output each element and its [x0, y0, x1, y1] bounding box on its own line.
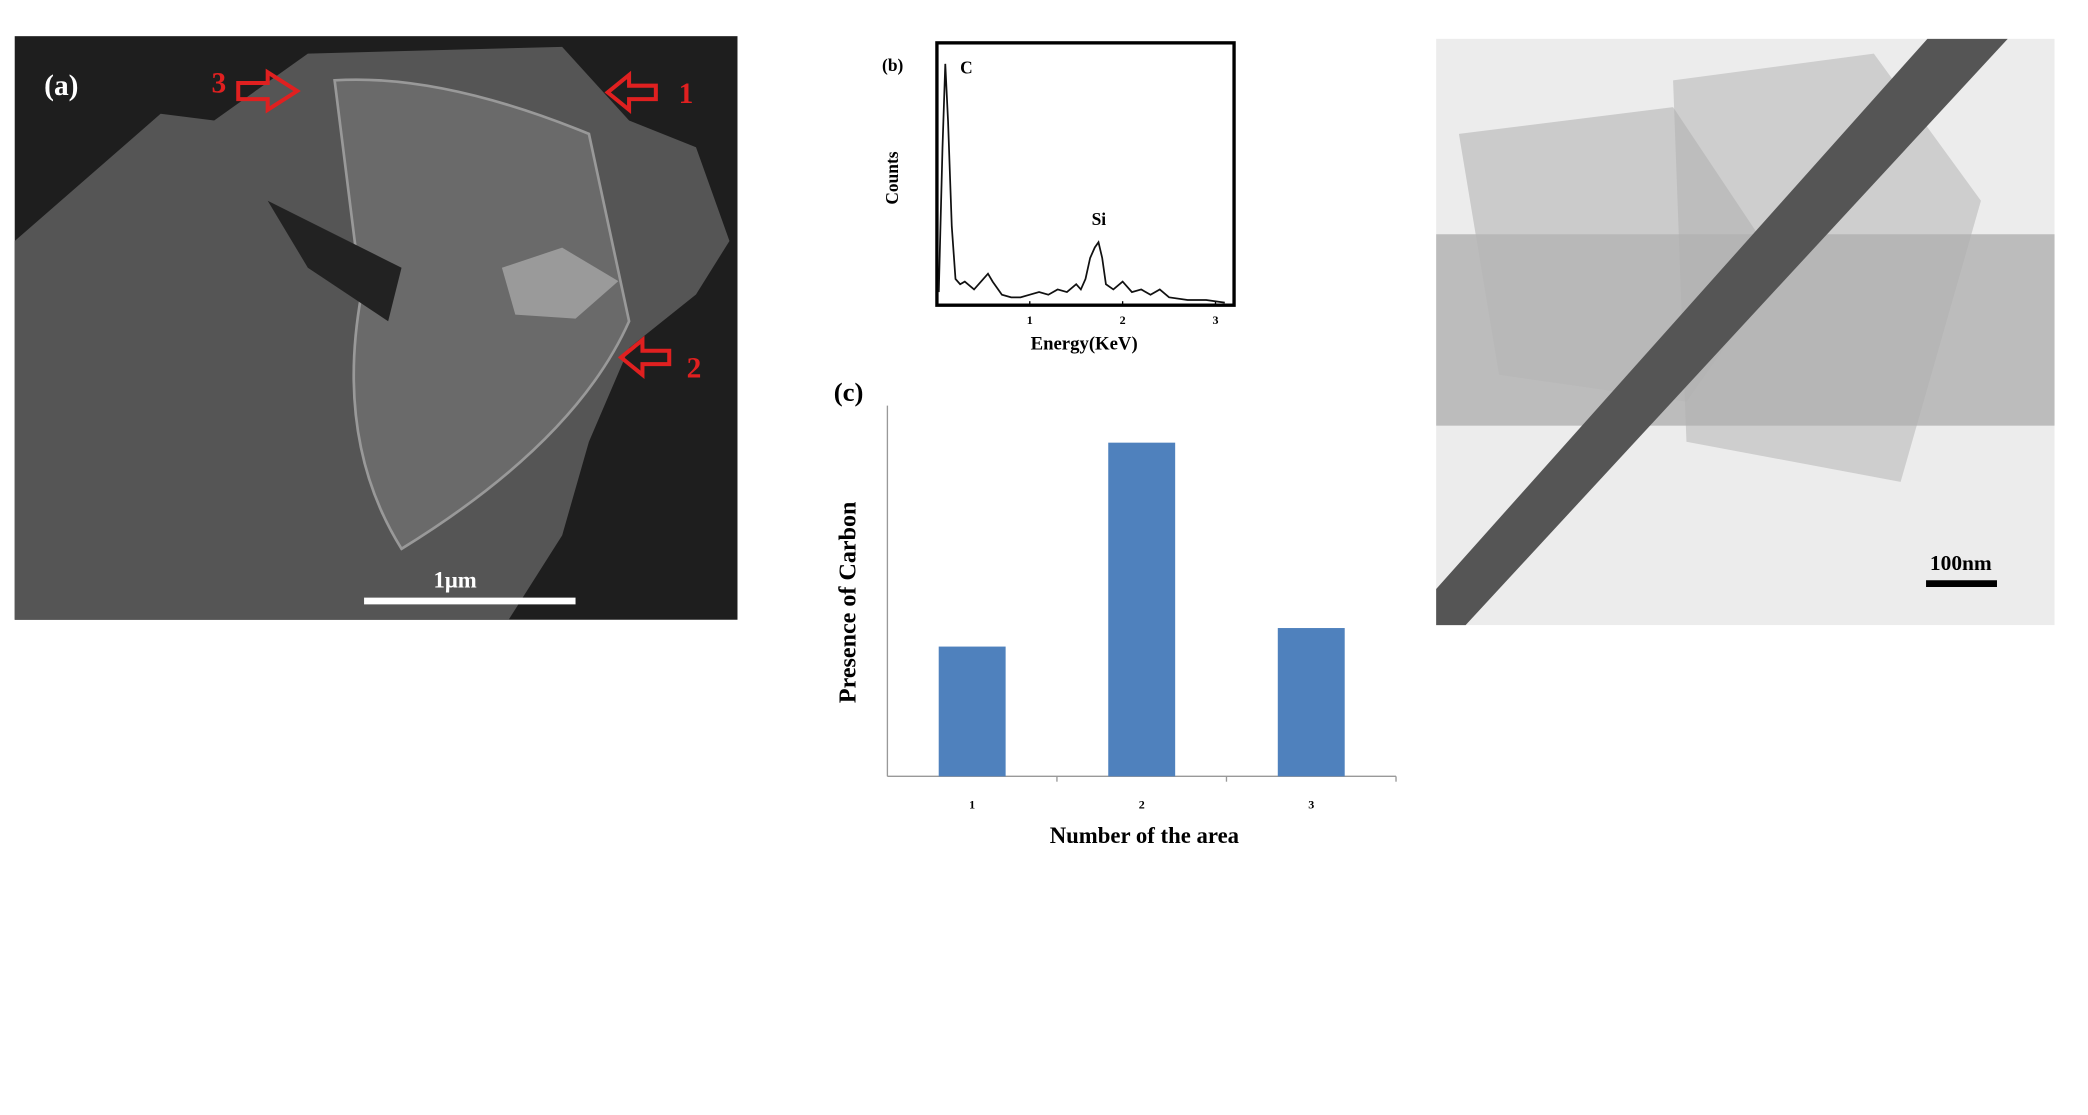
- panel-label: (c): [834, 377, 864, 407]
- panel-label: (a): [44, 70, 78, 102]
- arrow: [617, 335, 672, 380]
- arrow: [604, 70, 658, 115]
- panel-label: (b): [882, 55, 903, 75]
- sem-gap: [267, 200, 402, 322]
- x-tick-label: 3: [1212, 313, 1218, 327]
- x-tick-label: 1: [969, 798, 975, 812]
- arrow-label: 3: [211, 67, 226, 99]
- x-axis-label: Number of the area: [1050, 823, 1240, 848]
- bar: [1277, 628, 1345, 777]
- tem-fiber: [1436, 38, 2008, 626]
- tem-sheet: [1673, 53, 1981, 482]
- sem-image: (a) 3 1 2 1μm: [14, 36, 738, 620]
- arrow-label: 1: [679, 78, 694, 110]
- plot-frame: [935, 41, 1236, 307]
- x-axis-label: Energy(KeV): [1031, 334, 1138, 355]
- y-axis-label: Presence of Carbon: [835, 501, 861, 703]
- arrow-label: 2: [687, 353, 702, 385]
- arrow: [236, 68, 301, 114]
- tem-image: 100nm: [1436, 38, 2055, 626]
- sem-particle: [501, 247, 619, 319]
- spectrum-line: [937, 63, 1225, 304]
- x-tick-label: 1: [1027, 313, 1033, 327]
- y-axis-label: Counts: [882, 151, 902, 204]
- x-tick-label: 2: [1120, 313, 1126, 327]
- x-tick-label: 3: [1308, 798, 1314, 812]
- scale-bar-label: 100nm: [1930, 551, 1992, 575]
- annotation: Si: [1092, 209, 1107, 229]
- scale-bar-label: 1μm: [433, 567, 476, 592]
- x-tick-label: 2: [1139, 798, 1145, 812]
- sem-sheet: [333, 78, 631, 551]
- bar: [938, 646, 1006, 777]
- annotation: C: [960, 58, 973, 78]
- bar: [1108, 442, 1176, 777]
